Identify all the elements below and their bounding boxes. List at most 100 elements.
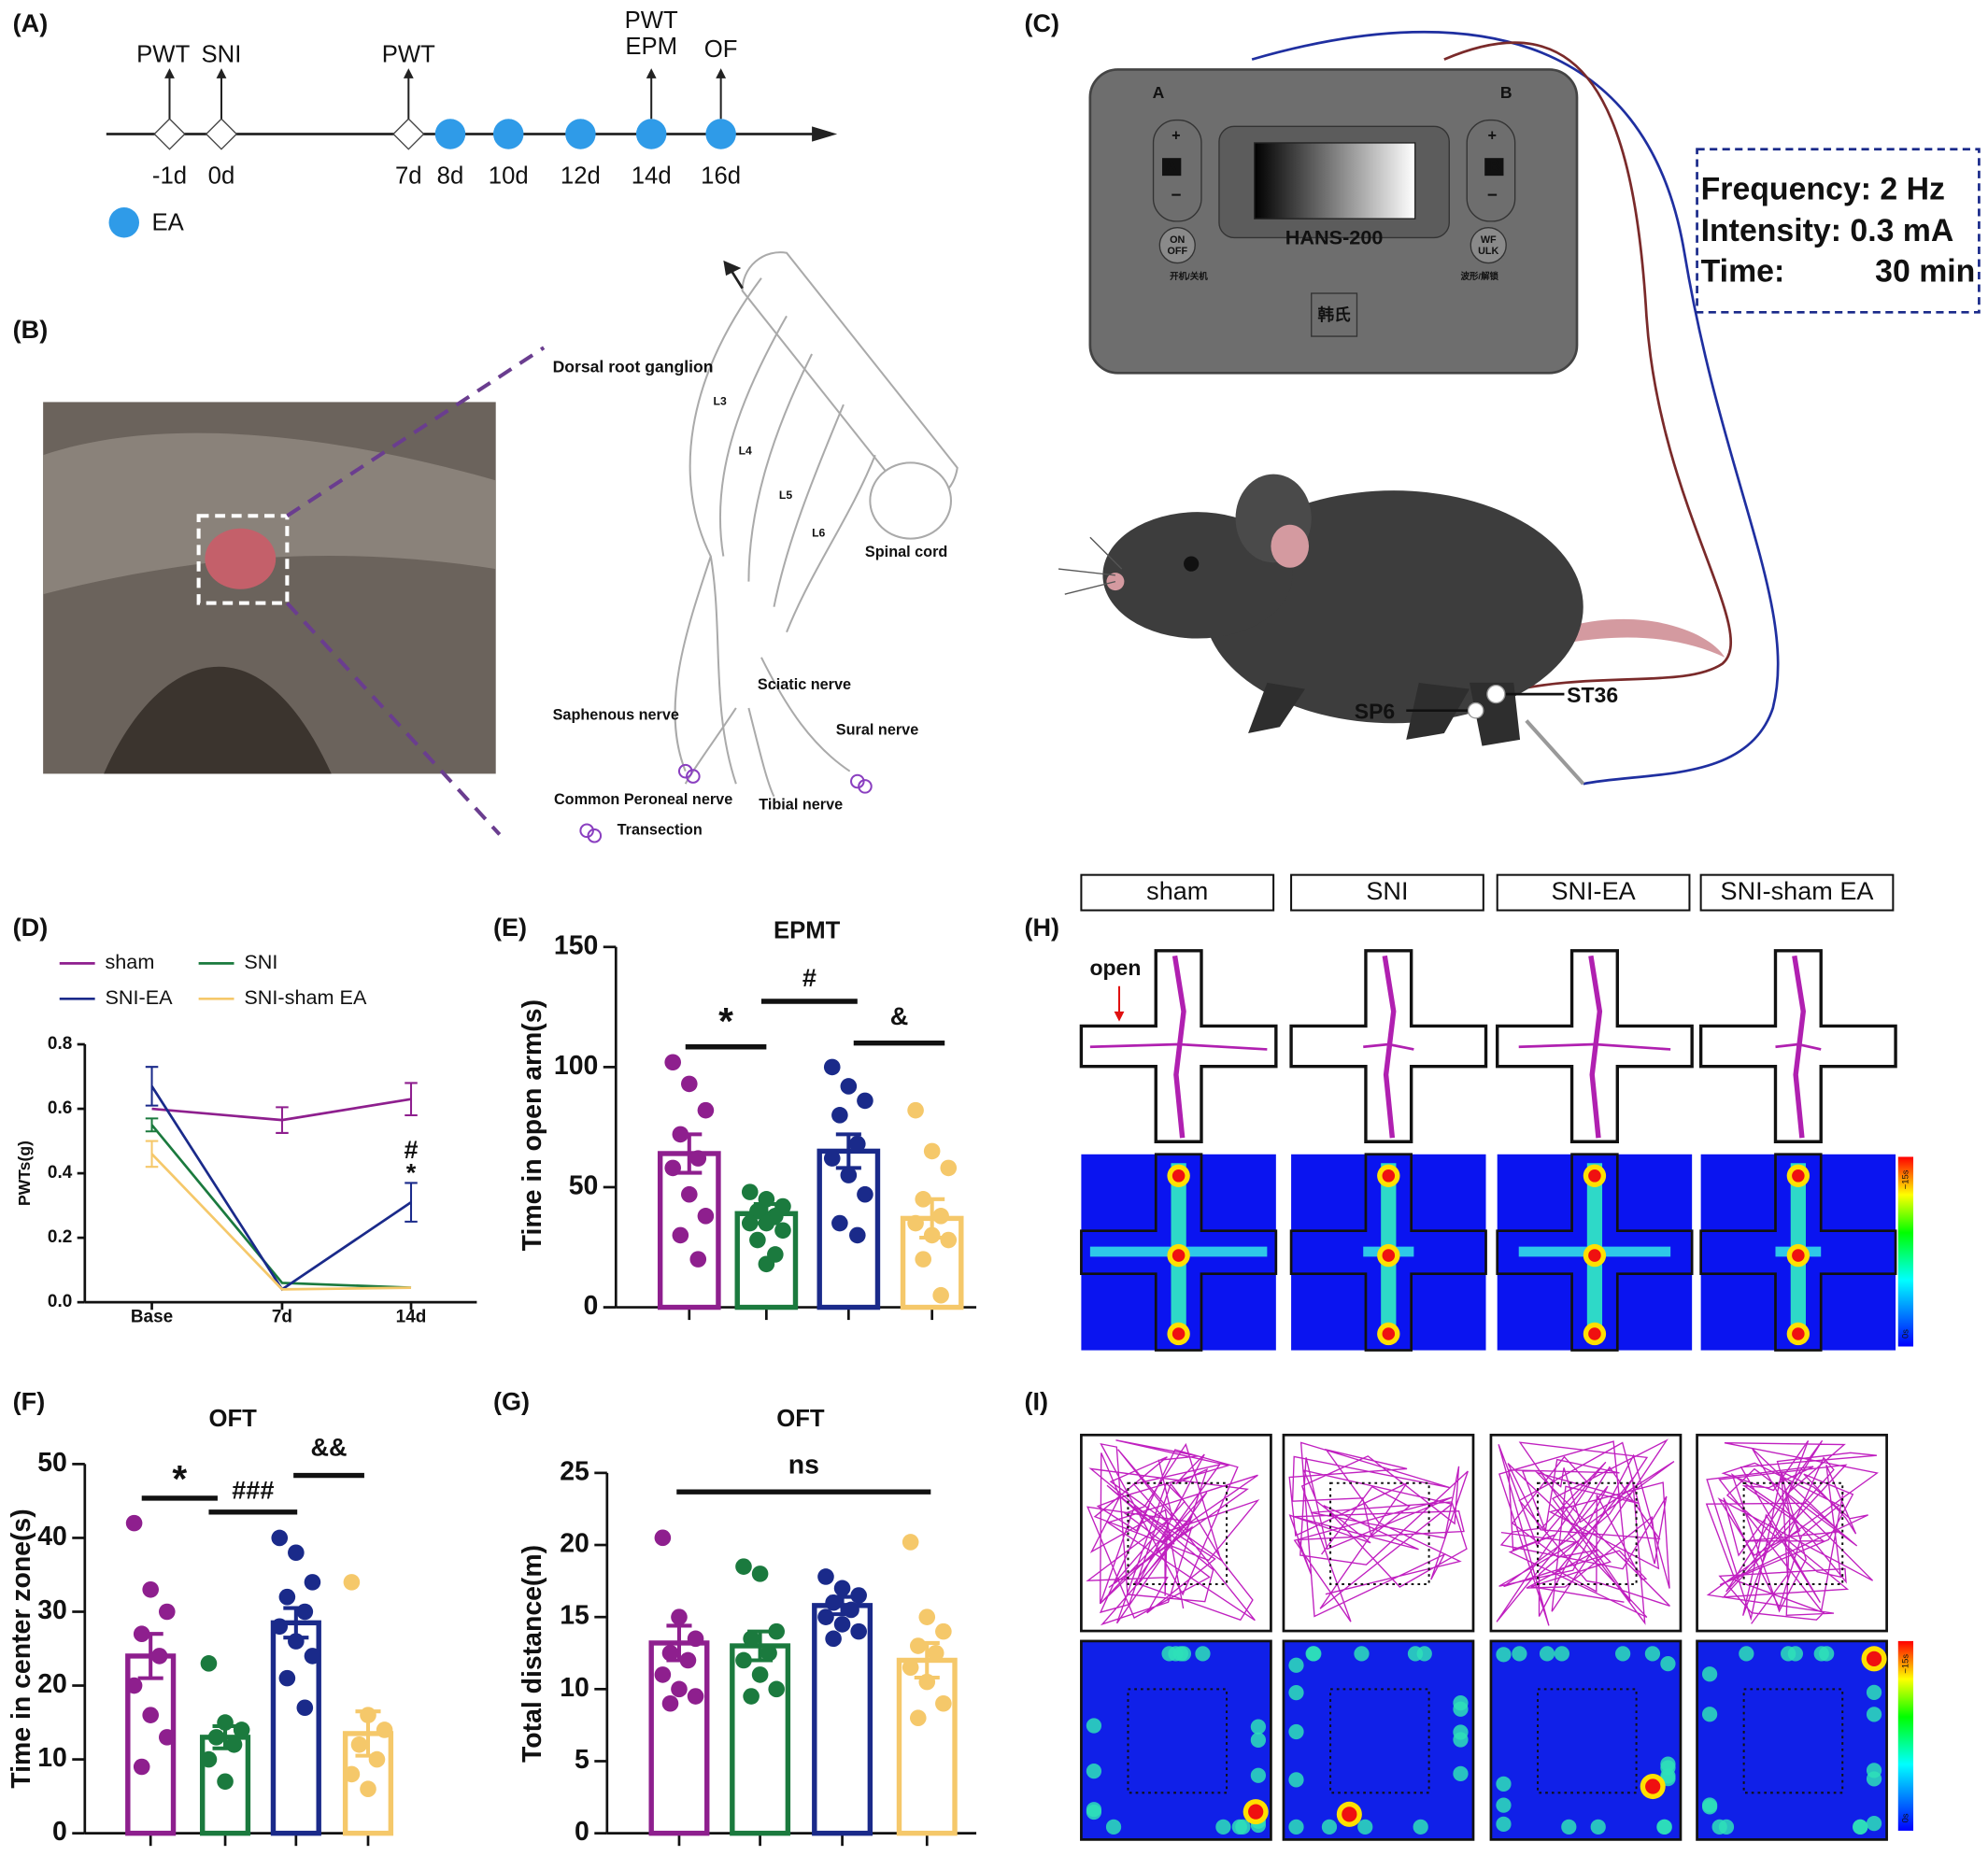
heat-blob bbox=[1250, 1732, 1267, 1749]
data-point bbox=[915, 1251, 931, 1268]
heatmap bbox=[1489, 1639, 1683, 1841]
x-tick-label: 7d bbox=[272, 1307, 292, 1326]
heat-blob bbox=[1866, 1815, 1882, 1832]
arena bbox=[1080, 1433, 1272, 1633]
device-label: B bbox=[1489, 158, 1500, 175]
data-point bbox=[833, 1580, 851, 1597]
device-label: A bbox=[1166, 158, 1177, 175]
tail bbox=[1570, 618, 1725, 658]
chart-title: OFT bbox=[776, 1406, 825, 1432]
data-point bbox=[823, 1150, 841, 1167]
heat-blob bbox=[1787, 1646, 1803, 1662]
heat-blob bbox=[1813, 1646, 1829, 1662]
track bbox=[1792, 955, 1806, 1139]
center-zone bbox=[1127, 1481, 1228, 1586]
hotspot bbox=[1382, 1327, 1396, 1340]
device-label: ULK bbox=[1478, 246, 1498, 257]
data-point bbox=[758, 1214, 775, 1232]
data-point bbox=[850, 1622, 867, 1640]
colorbar-label: 0s bbox=[1900, 1329, 1910, 1339]
scissors bbox=[677, 763, 693, 779]
significance-mark: && bbox=[310, 1432, 347, 1461]
track bbox=[1775, 1042, 1822, 1051]
y-tick-label: 30 bbox=[37, 1595, 67, 1625]
significance-mark: # bbox=[404, 1135, 418, 1164]
significance-mark: * bbox=[172, 1457, 187, 1500]
heat-blob bbox=[1305, 1646, 1321, 1662]
anatomy-label: L5 bbox=[779, 489, 792, 502]
colorbar-label: 0s bbox=[1900, 1813, 1910, 1822]
heat-blob bbox=[1853, 1819, 1868, 1835]
data-point bbox=[343, 1765, 361, 1783]
heat-blob bbox=[1554, 1646, 1569, 1662]
y-tick-label: 10 bbox=[37, 1743, 67, 1773]
acupoint bbox=[1467, 701, 1484, 719]
anatomy-label: Spinal cord bbox=[865, 544, 947, 560]
data-point bbox=[743, 1630, 760, 1648]
data-point bbox=[751, 1566, 769, 1582]
day-label: 12d bbox=[561, 163, 601, 189]
diamond bbox=[153, 118, 186, 150]
data-point bbox=[654, 1529, 672, 1547]
nerve-diagram bbox=[674, 251, 958, 798]
device-label: B bbox=[1500, 83, 1512, 102]
data-point bbox=[735, 1558, 752, 1575]
heat-blob bbox=[1866, 1707, 1882, 1722]
y-tick-label: 0.2 bbox=[48, 1227, 72, 1247]
data-point bbox=[133, 1625, 150, 1643]
group-box bbox=[1290, 873, 1484, 912]
acupoint-label: SP6 bbox=[1355, 699, 1395, 723]
hotspot bbox=[1172, 1169, 1186, 1183]
heat-blob bbox=[1660, 1656, 1676, 1672]
data-point bbox=[758, 1191, 775, 1208]
data-point bbox=[200, 1655, 218, 1672]
hotspot bbox=[1792, 1249, 1805, 1262]
data-point bbox=[278, 1669, 296, 1687]
data-point bbox=[849, 1226, 866, 1244]
y-axis-label: PWTs(g) bbox=[15, 1141, 34, 1206]
series-line bbox=[150, 1124, 412, 1289]
acupoint bbox=[1486, 684, 1506, 704]
data-point bbox=[671, 1608, 688, 1625]
center-zone bbox=[1742, 1481, 1844, 1586]
eye bbox=[1184, 556, 1200, 572]
ea-dot bbox=[565, 119, 596, 149]
legs bbox=[1248, 682, 1521, 746]
panel-label: (A) bbox=[13, 8, 49, 37]
heat-blob bbox=[1614, 1646, 1631, 1662]
logo-box bbox=[1311, 292, 1358, 337]
data-point bbox=[661, 1644, 679, 1662]
day-label: 8d bbox=[437, 163, 464, 189]
heat-blob bbox=[1354, 1646, 1370, 1662]
hotspot bbox=[1172, 1249, 1186, 1262]
panel-label: (E) bbox=[493, 913, 527, 942]
zoom-box bbox=[196, 514, 290, 605]
data-point bbox=[857, 1092, 873, 1110]
button-pad bbox=[1466, 119, 1516, 222]
y-tick-label: 15 bbox=[560, 1601, 589, 1631]
open-arrow-head bbox=[1114, 1011, 1125, 1022]
device-label: 韩氏 bbox=[1318, 305, 1352, 324]
heatmap bbox=[1080, 1639, 1272, 1841]
hotspot bbox=[1866, 1651, 1882, 1666]
ea-dot bbox=[635, 119, 667, 149]
data-point bbox=[689, 1251, 707, 1268]
ea-dot bbox=[434, 119, 466, 149]
event-label: PWT bbox=[136, 41, 190, 67]
y-tick-label: 0.0 bbox=[48, 1292, 72, 1311]
data-point bbox=[735, 1651, 752, 1669]
hotspot bbox=[1588, 1169, 1601, 1183]
day-label: 0d bbox=[208, 163, 235, 189]
channel-badge bbox=[1484, 158, 1504, 177]
heat-blob bbox=[1288, 1685, 1304, 1701]
significance-mark: * bbox=[406, 1158, 417, 1187]
data-point bbox=[935, 1694, 952, 1712]
y-tick-label: 10 bbox=[560, 1673, 589, 1703]
panel-label: (I) bbox=[1024, 1387, 1048, 1416]
data-point bbox=[849, 1135, 866, 1153]
panel-label: (H) bbox=[1024, 913, 1059, 942]
data-point bbox=[909, 1709, 927, 1726]
y-tick-label: 0 bbox=[584, 1291, 599, 1321]
data-point bbox=[741, 1183, 759, 1200]
data-point bbox=[672, 1226, 689, 1244]
